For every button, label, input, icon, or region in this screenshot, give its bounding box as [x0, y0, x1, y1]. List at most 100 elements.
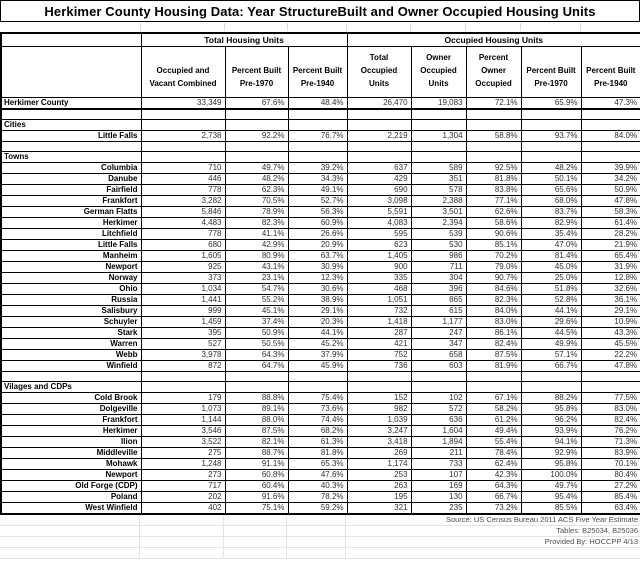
value-cell: 84.0%	[465, 304, 522, 317]
section-row: Cities	[0, 118, 640, 131]
value-cell: 1,144	[140, 413, 226, 426]
value-cell	[287, 370, 348, 382]
value-cell: 710	[140, 161, 226, 174]
area-name: Warren	[0, 337, 142, 350]
faint-gridline	[580, 23, 581, 31]
area-name: Newport	[0, 468, 142, 481]
value-cell: 195	[346, 490, 412, 503]
value-cell: 2,388	[410, 194, 467, 207]
area-name: Herkimer	[0, 216, 142, 229]
value-cell: 60.8%	[224, 468, 289, 481]
area-name: Cold Brook	[0, 391, 142, 404]
value-cell: 468	[346, 282, 412, 295]
column-header-row: Occupied and Vacant Combined Percent Bui…	[0, 46, 640, 98]
area-name: Webb	[0, 348, 142, 361]
value-cell	[520, 108, 582, 120]
value-cell: 93.9%	[520, 424, 582, 437]
footer-cell	[224, 514, 287, 525]
value-cell: 986	[410, 249, 467, 262]
value-cell: 130	[410, 490, 467, 503]
value-cell: 33,349	[140, 97, 226, 110]
area-name: Dolgeville	[0, 402, 142, 415]
table-row: Fairfield 778 62.3% 49.1% 690 578 83.8% 65.6% 50…	[0, 183, 640, 196]
table-row: Webb 3,978 64.3% 37.9% 752 658 87.5% 57.1% 22.2%	[0, 348, 640, 361]
section-label: Vilages and CDPs	[0, 380, 142, 393]
area-name: Herkimer	[0, 424, 142, 437]
value-cell	[410, 370, 467, 382]
value-cell: 67.1%	[465, 391, 522, 404]
value-cell: 61.2%	[465, 413, 522, 426]
value-cell: 61.3%	[287, 435, 348, 448]
value-cell	[520, 380, 582, 393]
value-cell	[580, 118, 640, 131]
value-cell	[520, 370, 582, 382]
value-cell: 402	[140, 501, 226, 514]
value-cell: 45.5%	[580, 337, 640, 350]
value-cell	[465, 380, 522, 393]
value-cell: 900	[346, 260, 412, 273]
value-cell	[287, 380, 348, 393]
value-cell: 872	[140, 359, 226, 372]
provided-by-note: Provided By: HOCCPP 4/13	[544, 536, 638, 546]
value-cell: 34.2%	[580, 172, 640, 185]
faint-gridline	[520, 23, 521, 31]
column-header: Percent Owner Occupied	[465, 46, 522, 98]
value-cell: 64.7%	[224, 359, 289, 372]
area-name: Herkimer County	[0, 97, 142, 110]
value-cell: 47.8%	[580, 194, 640, 207]
table-row: Mohawk 1,248 91.1% 65.3% 1,174 733 62.4% 95.8% 7…	[0, 457, 640, 470]
value-cell: 54.7%	[224, 282, 289, 295]
corner-cell	[0, 46, 142, 98]
value-cell: 733	[410, 457, 467, 470]
value-cell: 603	[410, 359, 467, 372]
footer-cell	[287, 525, 346, 536]
value-cell: 92.5%	[465, 161, 522, 174]
value-cell: 3,978	[140, 348, 226, 361]
value-cell	[140, 108, 226, 120]
value-cell: 589	[410, 161, 467, 174]
area-name: Middleville	[0, 446, 142, 459]
value-cell: 76.7%	[287, 129, 348, 142]
value-cell: 85.1%	[465, 238, 522, 251]
column-header: Percent Built Pre-1940	[287, 46, 348, 98]
area-name	[0, 140, 142, 152]
footer-grid	[0, 536, 346, 547]
section-label: Towns	[0, 150, 142, 163]
value-cell: 21.9%	[580, 238, 640, 251]
value-cell	[410, 140, 467, 152]
value-cell: 68.0%	[520, 194, 582, 207]
value-cell: 3,282	[140, 194, 226, 207]
value-cell: 527	[140, 337, 226, 350]
value-cell: 3,501	[410, 205, 467, 218]
value-cell: 73.2%	[465, 501, 522, 514]
value-cell	[410, 108, 467, 120]
value-cell: 273	[140, 468, 226, 481]
value-cell: 88.0%	[224, 413, 289, 426]
value-cell: 41.1%	[224, 227, 289, 240]
value-cell: 60.9%	[287, 216, 348, 229]
value-cell: 48.2%	[520, 161, 582, 174]
value-cell: 48.4%	[287, 97, 348, 110]
value-cell	[410, 118, 467, 131]
area-name: Salisbury	[0, 304, 142, 317]
value-cell: 64.3%	[465, 479, 522, 492]
value-cell: 65.6%	[520, 183, 582, 196]
value-cell: 1,605	[140, 249, 226, 262]
value-cell: 42.3%	[465, 468, 522, 481]
value-cell: 736	[346, 359, 412, 372]
section-row: Towns	[0, 150, 640, 163]
column-header: Percent Built Pre-1970	[520, 46, 582, 98]
value-cell: 68.2%	[287, 424, 348, 437]
footer-cell	[0, 536, 140, 547]
value-cell: 80.9%	[224, 249, 289, 262]
corner-cell	[0, 32, 142, 47]
value-cell: 93.7%	[520, 129, 582, 142]
value-cell: 58.2%	[465, 402, 522, 415]
value-cell: 20.9%	[287, 238, 348, 251]
value-cell: 58.6%	[465, 216, 522, 229]
value-cell: 62.3%	[224, 183, 289, 196]
value-cell: 61.4%	[580, 216, 640, 229]
value-cell: 595	[346, 227, 412, 240]
value-cell: 287	[346, 326, 412, 339]
value-cell: 48.2%	[224, 172, 289, 185]
